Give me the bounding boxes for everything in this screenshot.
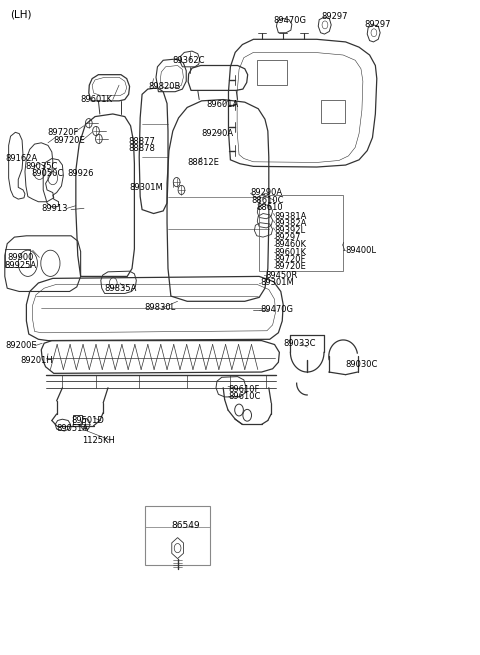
Text: 89297: 89297 [365,20,391,29]
Text: 89051A: 89051A [57,424,89,433]
Text: 89200E: 89200E [6,341,37,350]
Text: 88610: 88610 [256,203,283,212]
Text: 89720E: 89720E [54,136,85,145]
Text: 89297: 89297 [322,12,348,21]
Text: 89450R: 89450R [265,271,297,280]
Text: 89610C: 89610C [228,392,261,401]
Text: 89162A: 89162A [6,154,38,163]
Text: 89470G: 89470G [260,305,293,314]
Bar [73,415,82,424]
Bar [145,506,210,565]
Text: 88812E: 88812E [187,158,219,167]
Bar [321,100,345,123]
Text: 89201H: 89201H [20,356,53,365]
Text: 89381A: 89381A [275,212,307,221]
Text: (LH): (LH) [11,9,32,20]
Text: 89470G: 89470G [274,16,307,26]
Text: 1125KH: 1125KH [83,436,115,445]
Text: 89030C: 89030C [346,360,378,369]
Text: 89900: 89900 [7,253,34,262]
Text: 89835A: 89835A [105,284,137,293]
Text: 89290A: 89290A [202,129,234,138]
Text: 89830L: 89830L [144,303,175,312]
Text: 89035C: 89035C [25,162,57,171]
Text: 89601A: 89601A [206,100,239,109]
Text: 89400L: 89400L [346,246,377,255]
Text: 89362C: 89362C [173,56,205,65]
Text: 89501D: 89501D [71,416,104,425]
Text: 86549: 86549 [172,521,201,530]
Text: 89301M: 89301M [260,278,294,288]
Bar [259,195,343,271]
Text: 89301M: 89301M [130,183,163,192]
Text: 89290A: 89290A [251,188,283,197]
Text: 89720E: 89720E [275,262,306,271]
Bar [257,60,287,85]
Text: 89926: 89926 [67,169,94,178]
Text: 89925A: 89925A [5,261,37,270]
Text: 89720F: 89720F [275,255,306,264]
Text: 88878: 88878 [129,143,156,153]
Text: 89601K: 89601K [81,95,113,104]
Text: 89820B: 89820B [149,82,181,91]
Text: 89601K: 89601K [275,248,307,257]
Text: 89382A: 89382A [275,219,307,228]
Text: 89460K: 89460K [275,240,307,250]
Text: 89720F: 89720F [47,128,78,137]
Bar [5,249,30,267]
Text: 89050C: 89050C [31,169,63,178]
Text: 89297: 89297 [275,233,301,242]
Text: 89392L: 89392L [275,226,306,235]
Text: 89610F: 89610F [228,384,260,394]
Text: 88610C: 88610C [252,196,284,205]
Text: 88877: 88877 [129,137,156,146]
Text: 89913: 89913 [41,204,68,213]
Text: 89033C: 89033C [283,339,316,348]
